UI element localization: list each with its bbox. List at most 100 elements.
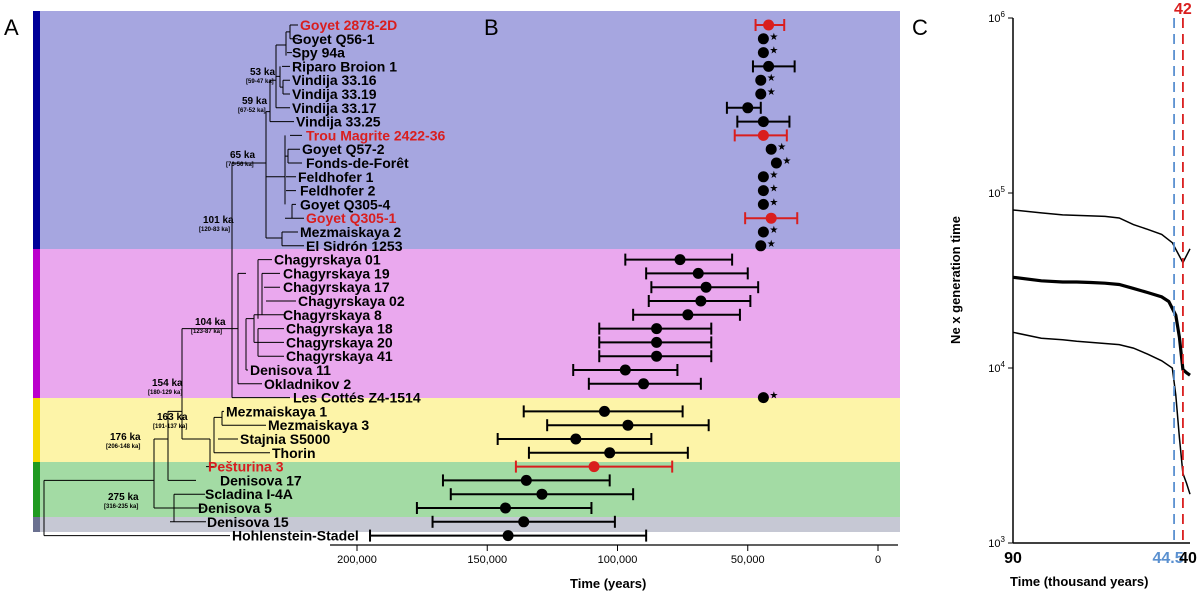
age-point	[650, 281, 760, 294]
tree-branch	[245, 318, 254, 371]
tree-branch	[170, 479, 206, 523]
star-marker: ★	[769, 184, 778, 195]
age-estimates: ★ ★ ★ ★ ★ ★ ★ ★ ★ ★ ★ ★	[369, 19, 799, 542]
panel-b-x-label: Time (years)	[570, 576, 646, 591]
age-marker	[763, 60, 775, 72]
age-point: ★	[757, 225, 778, 238]
sample-name: Chagyrskaya 20	[286, 334, 393, 350]
age-point	[751, 60, 796, 73]
band-yellow	[40, 398, 900, 462]
star-marker: ★	[782, 156, 791, 167]
panel-c-y-label: Ne x generation time	[948, 216, 963, 344]
age-point	[598, 322, 713, 335]
y-tick-exp: 6	[1001, 10, 1006, 19]
y-tick-exp: 4	[1001, 360, 1006, 369]
sample-name: Les Cottés Z4-1514	[293, 390, 421, 406]
tick-label: 50,000	[731, 554, 765, 566]
node-age: 163 ka	[157, 412, 188, 423]
panel-letter-c: C	[912, 15, 928, 40]
vline-blue-label: 44.5	[1152, 550, 1183, 567]
ne-series-line	[1012, 331, 1191, 495]
age-point: ★	[765, 142, 786, 155]
tree-branch	[253, 314, 284, 357]
tick-label: 0	[875, 554, 881, 566]
star-marker: ★	[769, 32, 778, 43]
age-point	[449, 488, 635, 501]
star-marker: ★	[769, 197, 778, 208]
node-age: 104 ka	[195, 317, 226, 328]
tick-label: 150,000	[467, 554, 507, 566]
age-marker	[651, 350, 663, 362]
star-marker: ★	[767, 87, 776, 98]
age-marker	[619, 364, 631, 376]
sidebar-gray	[33, 517, 40, 532]
sample-name: Denisova 11	[250, 362, 331, 378]
band-purple	[40, 11, 900, 249]
sample-name: Goyet Q56-1	[292, 31, 375, 47]
age-point	[647, 295, 752, 307]
sidebar-purple	[33, 11, 40, 249]
age-point	[369, 529, 648, 542]
age-marker	[757, 47, 769, 59]
sample-name: Okladnikov 2	[264, 376, 351, 392]
sample-name: Pešturina 3	[208, 459, 284, 475]
age-marker	[695, 295, 707, 307]
age-marker	[757, 129, 769, 141]
sample-name: Chagyrskaya 8	[283, 307, 382, 323]
group-bands	[40, 11, 900, 532]
y-tick-base: 10	[988, 188, 1000, 200]
tree-branch	[43, 479, 230, 537]
node-ci: [206-148 ka]	[106, 444, 140, 450]
node-age: 65 ka	[230, 150, 255, 161]
sample-name: Vindija 33.17	[292, 100, 377, 116]
sample-name: Feldhofer 2	[300, 183, 376, 199]
sample-name: Vindija 33.16	[292, 72, 377, 88]
sample-name: Vindija 33.25	[296, 114, 381, 130]
age-marker	[757, 198, 769, 210]
node-labels: 53 ka[59-47 ka] 59 ka[67-52 ka] 65 ka[76-5…	[104, 67, 275, 510]
sample-name: Chagyrskaya 18	[286, 321, 393, 337]
age-marker	[520, 474, 532, 486]
tree-branch	[285, 203, 304, 219]
node-age: 59 ka	[242, 96, 267, 107]
sample-name: Fonds-de-Forêt	[306, 155, 409, 171]
sample-name: Goyet 2878-2D	[300, 17, 397, 33]
y-tick-label: 103	[988, 535, 1005, 550]
y-tick-label: 106	[988, 10, 1005, 25]
star-marker: ★	[769, 225, 778, 236]
star-marker: ★	[769, 391, 778, 402]
sample-name: Trou Magrite 2422-36	[306, 127, 445, 143]
age-marker	[755, 240, 767, 252]
node-age: 275 ka	[108, 492, 139, 503]
tree-branch	[269, 79, 294, 123]
age-marker	[757, 226, 769, 238]
age-marker	[757, 171, 769, 183]
age-point	[754, 19, 786, 31]
node-ci: [123-87 ka]	[191, 329, 222, 335]
star-marker: ★	[769, 170, 778, 181]
age-point	[546, 419, 710, 432]
y-tick-base: 10	[988, 13, 1000, 25]
tree-branch	[153, 410, 182, 509]
age-marker	[674, 254, 686, 266]
age-point	[431, 515, 616, 528]
age-point: ★	[757, 170, 778, 183]
sample-name: Mezmaiskaya 1	[226, 403, 327, 419]
sample-name: Stajnia S5000	[240, 431, 330, 447]
sample-name: El Sidrón 1253	[306, 238, 403, 254]
vline-red-label: 42	[1174, 1, 1192, 18]
node-ci: [316-235 ka]	[104, 504, 138, 510]
y-tick-base: 10	[988, 538, 1000, 550]
node-ci: [67-52 ka]	[238, 108, 266, 114]
node-age: 101 ka	[203, 215, 234, 226]
age-marker	[651, 323, 663, 335]
tick-label: 200,000	[337, 554, 377, 566]
age-marker	[682, 309, 694, 321]
age-point	[441, 474, 611, 487]
age-point	[598, 336, 713, 349]
age-marker	[536, 488, 548, 500]
age-marker	[757, 116, 769, 128]
age-point	[572, 364, 679, 376]
node-ci: [59-47 ka]	[246, 79, 274, 85]
